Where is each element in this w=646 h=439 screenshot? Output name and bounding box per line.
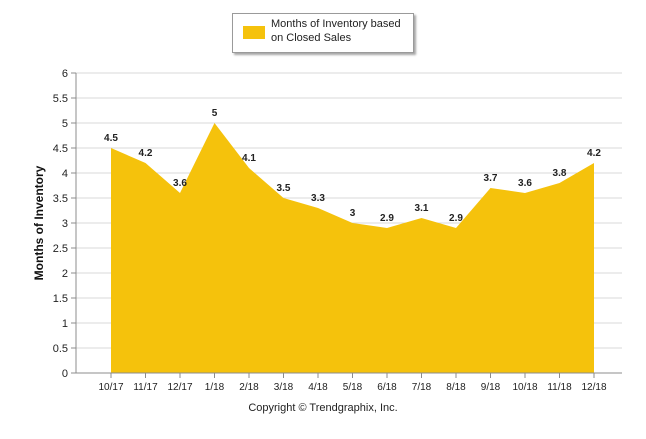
y-tick-label: 3 (62, 218, 68, 230)
data-label: 3.6 (173, 178, 187, 189)
x-tick-label: 12/17 (167, 382, 192, 393)
y-tick-label: 3.5 (53, 193, 68, 205)
y-tick-label: 4.5 (53, 143, 68, 155)
legend-label-line1: Months of Inventory based (271, 18, 401, 30)
x-tick-label: 5/18 (343, 382, 363, 393)
y-tick-label: 6 (62, 68, 68, 80)
x-tick-label: 11/18 (547, 382, 572, 393)
legend-label-line2: on Closed Sales (271, 32, 352, 44)
y-tick-label: 4 (62, 168, 68, 180)
y-axis-title: Months of Inventory (32, 165, 46, 280)
x-tick-label: 7/18 (412, 382, 432, 393)
data-label: 3 (350, 208, 356, 219)
data-label: 3.3 (311, 193, 325, 204)
x-tick-label: 12/18 (581, 382, 606, 393)
y-tick-label: 2 (62, 268, 68, 280)
data-label: 4.2 (139, 148, 153, 159)
x-tick-label: 8/18 (446, 382, 466, 393)
y-tick-label: 1.5 (53, 293, 68, 305)
y-tick-label: 0.5 (53, 343, 68, 355)
series-area (111, 123, 594, 373)
x-tick-label: 10/18 (512, 382, 537, 393)
data-label: 3.5 (277, 183, 291, 194)
legend-swatch (243, 26, 265, 39)
data-label: 2.9 (449, 213, 463, 224)
chart-legend: Months of Inventory based on Closed Sale… (232, 13, 414, 53)
x-tick-label: 4/18 (308, 382, 328, 393)
data-label: 3.7 (484, 173, 498, 184)
x-tick-label: 10/17 (98, 382, 123, 393)
data-label: 2.9 (380, 213, 394, 224)
x-tick-label: 9/18 (481, 382, 501, 393)
data-label: 3.6 (518, 178, 532, 189)
data-label: 4.2 (587, 148, 601, 159)
legend-label: Months of Inventory based on Closed Sale… (271, 17, 411, 45)
y-tick-label: 0 (62, 368, 68, 380)
y-tick-label: 2.5 (53, 243, 68, 255)
x-tick-label: 3/18 (274, 382, 294, 393)
x-tick-label: 2/18 (239, 382, 259, 393)
data-label: 3.8 (553, 168, 567, 179)
x-tick-label: 1/18 (205, 382, 225, 393)
data-label: 4.5 (104, 133, 118, 144)
x-tick-label: 6/18 (377, 382, 397, 393)
copyright-text: Copyright © Trendgraphix, Inc. (248, 402, 398, 414)
y-tick-label: 5.5 (53, 93, 68, 105)
data-label: 4.1 (242, 153, 256, 164)
y-tick-label: 5 (62, 118, 68, 130)
data-label: 5 (212, 108, 218, 119)
x-tick-label: 11/17 (133, 382, 158, 393)
y-tick-label: 1 (62, 318, 68, 330)
data-label: 3.1 (415, 203, 429, 214)
